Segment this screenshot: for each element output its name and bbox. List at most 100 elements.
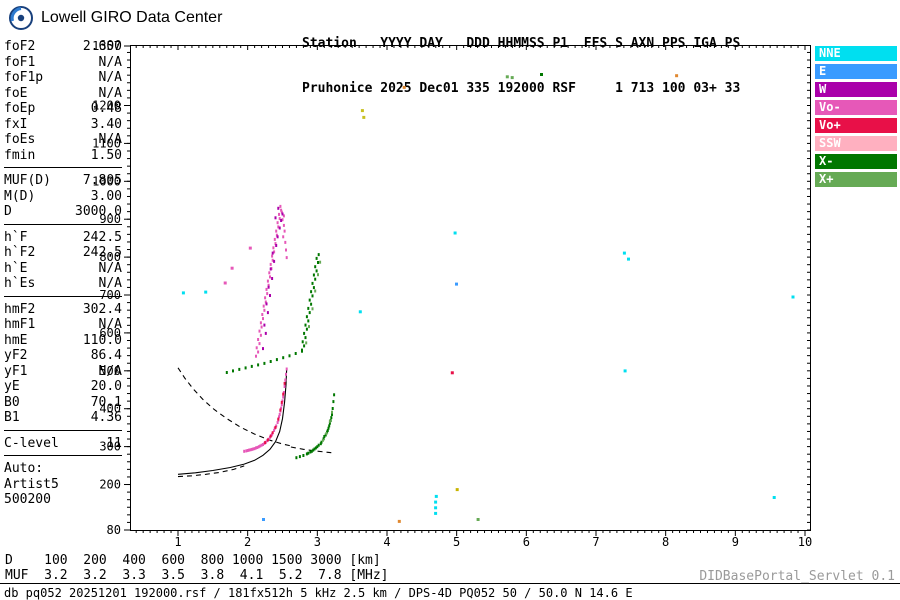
curve-baseline [177, 465, 245, 478]
param-hE: h`E N/A [4, 261, 122, 277]
param-label: foF2 [4, 39, 36, 54]
param-hmF1: hmF1 N/A [4, 317, 122, 333]
x-tick-label: 6 [523, 535, 530, 549]
param-label: h`E [4, 260, 28, 276]
series-spreadF-Xplus [305, 260, 322, 345]
y-tick-label: 1000 [92, 174, 121, 188]
series-spreadF-O-trace [255, 204, 288, 358]
param-group: foF2 2.600 foF1 N/A foF1p N/A foE N/A foEp 0.48 fx… [4, 39, 122, 168]
param-value: N/A [98, 70, 122, 85]
legend: NNE E W Vo- Vo+ SSW X- X+ [815, 46, 897, 190]
param-value: 2.600 [82, 39, 122, 54]
param-hF2: h`F2 242.5 [4, 245, 122, 261]
param-yE: yE 20.0 [4, 379, 122, 395]
param-value: 302.4 [82, 301, 122, 317]
param-MUFD: MUF(D) 7.805 [4, 173, 122, 189]
x-tick-label: 8 [662, 535, 669, 549]
y-tick-label: 700 [99, 288, 121, 302]
param-group: C-level 11 [4, 435, 122, 456]
param-foF1: foF1 N/A [4, 55, 122, 71]
series-spreadF-W [262, 206, 284, 351]
param-value: N/A [98, 54, 122, 70]
param-value: 11 [106, 435, 122, 451]
param-value: 1.50 [90, 147, 122, 163]
auto-info-line: 500200 [4, 492, 51, 507]
param-label: h`Es [4, 276, 36, 291]
param-foF2: foF2 2.600 [4, 39, 122, 55]
x-tick-label: 5 [453, 535, 460, 549]
x-tick-label: 4 [383, 535, 390, 549]
param-label: hmF2 [4, 301, 36, 317]
param-value: N/A [98, 363, 122, 379]
noise-points [181, 73, 795, 523]
x-tick-label: 2 [244, 535, 251, 549]
y-tick-label: 1200 [92, 99, 121, 113]
param-label: hmF1 [4, 317, 36, 332]
param-value: 3000.0 [75, 204, 122, 219]
param-label: D [4, 204, 12, 219]
y-tick-label: 300 [99, 440, 121, 454]
param-value: 4.36 [90, 410, 122, 425]
distance-row: D 100 200 400 600 800 1000 1500 3000 [km… [5, 553, 381, 568]
param-MD: M(D) 3.00 [4, 189, 122, 205]
auto-info-line: Auto: [4, 461, 44, 476]
x-tick-label: 1 [174, 535, 181, 549]
param-label: foEs [4, 132, 36, 147]
x-tick-label: 3 [314, 535, 321, 549]
x-tick-label: 10 [798, 535, 812, 549]
param-label: fmin [4, 147, 36, 163]
param-label: yE [4, 379, 20, 394]
y-tick-label: 500 [99, 364, 121, 378]
param-B0: B0 70.1 [4, 395, 122, 411]
param-value: N/A [98, 276, 122, 291]
legend-item-Vo+: Vo+ [815, 118, 897, 133]
brand: Lowell GIRO Data Center [8, 5, 222, 31]
legend-item-X-: X- [815, 154, 897, 169]
param-value: 242.5 [82, 245, 122, 260]
param-fxI: fxI 3.40 [4, 117, 122, 133]
x-tick-label: 9 [732, 535, 739, 549]
param-value: 86.4 [90, 348, 122, 363]
param-value: N/A [98, 317, 122, 332]
auto-info-line: Artist5 [4, 476, 59, 492]
param-value: 0.48 [90, 101, 122, 116]
x-tick-label: 7 [592, 535, 599, 549]
param-label: MUF(D) [4, 173, 51, 188]
param-value: 20.0 [90, 379, 122, 394]
y-tick-label: 1100 [92, 136, 121, 150]
brand-title: Lowell GIRO Data Center [41, 9, 223, 26]
curve-trace-extension [290, 446, 332, 454]
parameter-panel: foF2 2.600 foF1 N/A foF1p N/A foE N/A foEp 0.48 fx… [4, 39, 122, 508]
param-label: M(D) [4, 188, 36, 204]
param-label: B0 [4, 394, 20, 410]
y-tick-label: 400 [99, 402, 121, 416]
param-yF1: yF1 N/A [4, 364, 122, 380]
param-group: hmF2 302.4 hmF1 N/A hmE 110.0 yF2 86.4 yF1 N/A yE 2… [4, 302, 122, 431]
param-D: D 3000.0 [4, 204, 122, 220]
param-value: 7.805 [82, 173, 122, 188]
param-value: N/A [98, 260, 122, 276]
legend-item-E: E [815, 64, 897, 79]
param-label: fxI [4, 116, 28, 132]
legend-item-Vo-: Vo- [815, 100, 897, 115]
param-value: 242.5 [82, 229, 122, 245]
param-label: C-level [4, 435, 59, 451]
param-value: N/A [98, 132, 122, 147]
param-group: MUF(D) 7.805 M(D) 3.00 D 3000.0 [4, 173, 122, 225]
param-hmF2: hmF2 302.4 [4, 302, 122, 318]
servlet-version: DIDBasePortal_Servlet 0.1 [699, 569, 895, 584]
param-label: yF2 [4, 348, 28, 363]
param-label: yF1 [4, 363, 28, 379]
param-value: N/A [98, 85, 122, 101]
param-label: h`F2 [4, 245, 36, 260]
param-foE: foE N/A [4, 86, 122, 102]
series-Ftrace-O-Voplus [264, 381, 286, 445]
param-value: 110.0 [82, 332, 122, 348]
param-yF2: yF2 86.4 [4, 348, 122, 364]
series-X-arc [225, 349, 303, 374]
param-label: hmE [4, 332, 28, 348]
param-fmin: fmin 1.50 [4, 148, 122, 164]
param-label: B1 [4, 410, 20, 425]
